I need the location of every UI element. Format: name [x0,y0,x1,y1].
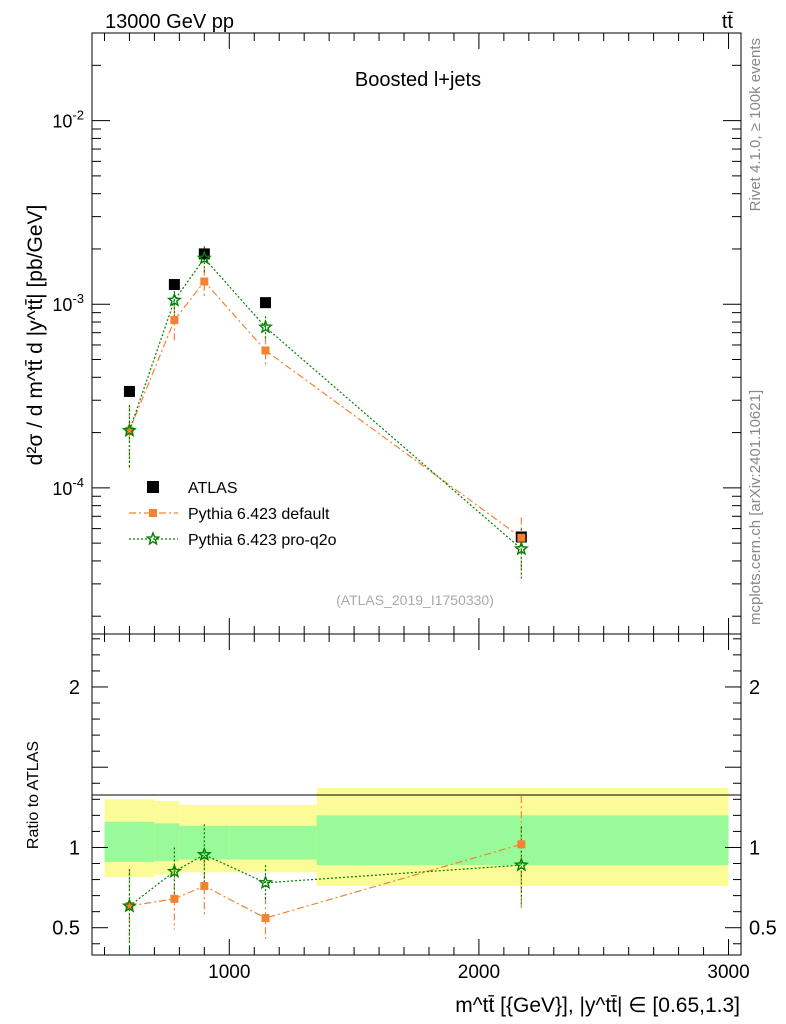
ratio-point-default [170,894,179,903]
process-label: tt̄ [722,11,734,33]
chart-title: Boosted l+jets [355,69,481,91]
y-tick-label: 10-4 [52,475,84,499]
ratio-point-proq2o [513,857,529,872]
legend-marker-proq2o [145,531,161,546]
ratio-point-default [517,840,526,849]
data-point-default [261,346,270,355]
legend: ATLAS Pythia 6.423 default Pythia 6.423 … [129,480,337,549]
ratio-tick-label-right: 2 [749,677,760,699]
ratio-band-inner [154,823,180,862]
legend-label-atlas: ATLAS [188,480,238,497]
main-plot-area [92,33,741,634]
legend-marker-default [149,509,157,517]
y-tick-label: 10-3 [52,291,84,315]
data-point-atlas [168,279,180,291]
ratio-point-proq2o [166,863,182,878]
ratio-point-default [261,914,270,923]
ratio-plot: 1000 2000 3000 0.5 0.5 1 1 2 2 [52,633,777,983]
ratio-band-inner [179,825,230,860]
y-axis-label: d²σ / d m^tt̄ d |y^tt̄| [pb/GeV] [24,205,47,466]
ratio-point-proq2o [257,874,274,890]
data-point-default [200,277,209,286]
analysis-id: (ATLAS_2019_I1750330) [336,592,494,608]
ratio-tick-label-left: 1 [69,837,80,859]
data-point-proq2o [121,422,137,438]
data-point-default [125,426,134,435]
ratio-point-proq2o [196,846,212,862]
legend-star-shape [145,531,161,546]
x-tick-label: 3000 [707,962,749,983]
ratio-tick-label-right: 0.5 [749,918,777,940]
ratio-tick-label-left: 0.5 [52,918,80,940]
legend-label-proq2o: Pythia 6.423 pro-q2o [188,532,337,549]
ratio-band-inner [229,825,317,860]
ratio-tick-label-right: 1 [749,837,760,859]
data-point-default [170,316,179,325]
legend-marker-atlas [147,481,159,493]
data-point-atlas [123,385,135,397]
data-point-proq2o [513,541,529,556]
ratio-point-default [200,881,209,890]
rivet-label: Rivet 4.1.0, ≥ 100k events [747,38,764,211]
mcplots-label: mcplots.cern.ch [arXiv:2401.10621] [747,390,764,625]
ratio-y-axis-label: Ratio to ATLAS [25,741,42,849]
ratio-band-inner [316,815,729,866]
x-tick-label: 1000 [208,962,250,983]
main-plot: 10-4 10-3 10-2 [52,32,742,635]
energy-label: 13000 GeV pp [105,11,234,33]
ratio-plot-frame [91,633,742,956]
data-point-proq2o [166,292,182,307]
y-tick-label: 10-2 [52,108,84,132]
data-point-default [517,533,526,542]
x-axis-label: m^tt̄ [{GeV}], |y^tt̄| ∈ [0.65,1.3] [455,994,740,1017]
data-point-proq2o [257,319,274,334]
ratio-point-default [125,902,134,911]
data-point-atlas [259,297,271,309]
x-tick-label: 2000 [458,962,500,983]
legend-label-default: Pythia 6.423 default [188,506,330,523]
ratio-band-inner [104,821,155,862]
data-point-proq2o [196,250,212,265]
ratio-tick-label-left: 2 [69,677,80,699]
ratio-point-proq2o [121,898,137,913]
ratio-line-2 [129,854,522,907]
